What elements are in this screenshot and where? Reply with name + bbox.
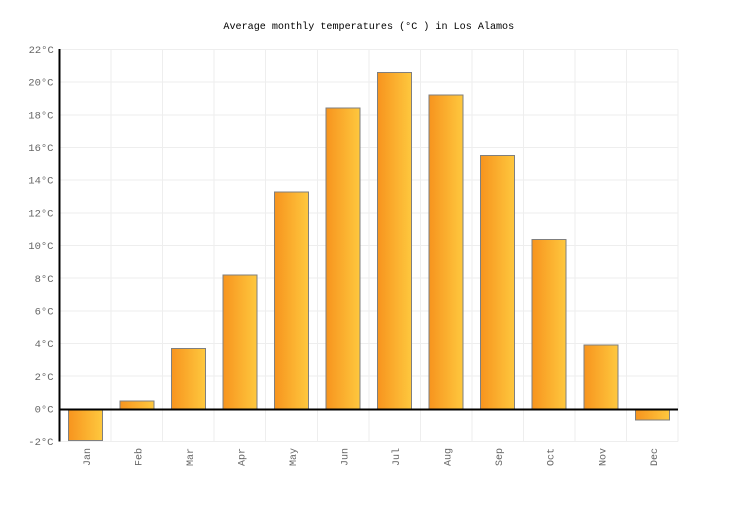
svg-text:18°C: 18°C [28, 110, 53, 122]
svg-text:Jan: Jan [83, 448, 94, 466]
svg-text:Dec: Dec [650, 448, 661, 466]
svg-text:Average monthly temperatures (: Average monthly temperatures (°C ) in Lo… [223, 21, 514, 33]
svg-text:4°C: 4°C [35, 339, 54, 351]
svg-text:Oct: Oct [547, 448, 558, 466]
svg-text:14°C: 14°C [28, 176, 53, 188]
svg-text:12°C: 12°C [28, 208, 53, 220]
svg-text:Jun: Jun [341, 448, 352, 466]
svg-text:22°C: 22°C [29, 45, 54, 57]
svg-text:8°C: 8°C [35, 274, 54, 286]
svg-text:Mar: Mar [186, 448, 197, 466]
svg-text:Jul: Jul [391, 448, 403, 466]
svg-text:Aug: Aug [444, 448, 455, 466]
svg-text:0°C: 0°C [35, 404, 54, 416]
svg-text:2°C: 2°C [35, 372, 54, 384]
svg-text:Feb: Feb [133, 448, 145, 466]
svg-text:-2°C: -2°C [28, 437, 53, 449]
svg-text:10°C: 10°C [28, 241, 53, 253]
svg-text:16°C: 16°C [28, 143, 53, 155]
svg-text:20°C: 20°C [28, 78, 53, 90]
svg-text:Sep: Sep [495, 448, 506, 466]
svg-text:May: May [289, 448, 300, 466]
svg-text:Apr: Apr [237, 448, 248, 466]
svg-text:Nov: Nov [598, 448, 609, 466]
svg-text:6°C: 6°C [35, 306, 54, 318]
